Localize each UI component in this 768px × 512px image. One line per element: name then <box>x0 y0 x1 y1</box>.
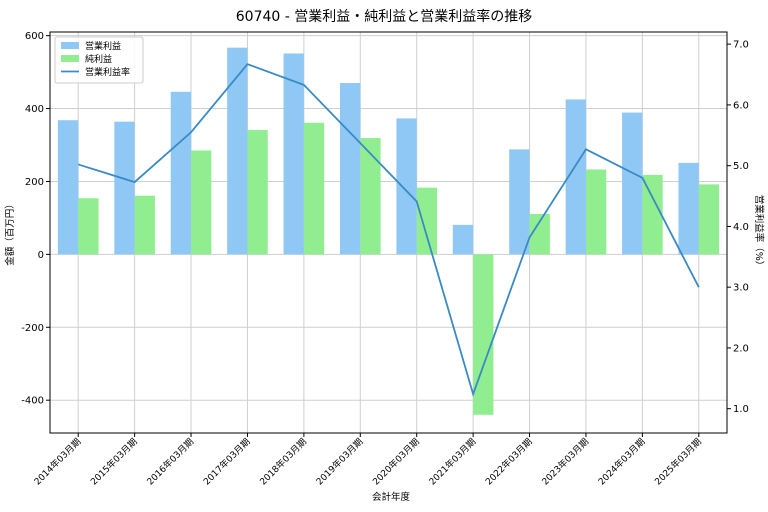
x-tick-label-10: 2024年03月期 <box>596 436 648 488</box>
bar-operating-profit-1 <box>114 121 135 255</box>
x-tick-label-11: 2025年03月期 <box>652 436 704 488</box>
y-tick-label-left-3: 200 <box>25 177 44 188</box>
x-tick-label-6: 2020年03月期 <box>370 436 422 488</box>
bar-net-profit-1 <box>134 195 155 255</box>
y-tick-label-right-1: 2.0 <box>733 343 749 354</box>
bar-operating-profit-2 <box>170 91 192 255</box>
y-axis-left: -400 -200 0 200 400 600 <box>21 31 50 407</box>
y-tick-label-right-5: 6.0 <box>733 100 749 111</box>
legend-label-1: 純利益 <box>85 53 112 65</box>
legend-label-0: 営業利益 <box>85 40 121 52</box>
line-operating-margin <box>77 63 700 398</box>
bar-net-profit-9 <box>585 169 607 255</box>
x-tick-label-0: 2014年03月期 <box>31 436 83 488</box>
bar-operating-profit-11 <box>678 162 699 255</box>
bars <box>57 47 720 415</box>
y-tick-label-right-6: 7.0 <box>733 40 749 51</box>
bar-net-profit-5 <box>360 138 381 255</box>
bar-net-profit-4 <box>303 122 325 255</box>
y-tick-label-right-4: 5.0 <box>733 161 749 172</box>
x-tick-label-5: 2019年03月期 <box>314 436 366 488</box>
x-tick-label-4: 2018年03月期 <box>257 436 309 488</box>
y-axis-right: 1.0 2.0 3.0 4.0 5.0 6.0 7.0 <box>727 40 749 415</box>
bar-operating-profit-5 <box>339 83 361 255</box>
legend-label-2: 営業利益率 <box>85 66 130 78</box>
bar-operating-profit-6 <box>396 118 417 255</box>
x-tick-label-1: 2015年03月期 <box>88 436 140 488</box>
bar-net-profit-6 <box>416 187 438 255</box>
y-tick-label-right-0: 1.0 <box>733 404 749 415</box>
y-tick-label-left-2: 0 <box>38 250 44 261</box>
y-tick-label-left-0: -400 <box>21 396 44 407</box>
bar-net-profit-0 <box>78 198 99 255</box>
bar-net-profit-3 <box>247 130 268 255</box>
y-tick-label-right-3: 4.0 <box>733 222 749 233</box>
bar-operating-profit-8 <box>509 149 530 255</box>
line-series <box>77 63 700 398</box>
x-axis-label: 会計年度 <box>372 491 411 503</box>
y-tick-label-left-4: 400 <box>25 104 44 115</box>
y-tick-label-left-1: -200 <box>21 323 44 334</box>
legend-swatch-1 <box>61 55 79 62</box>
y-tick-label-left-5: 600 <box>25 31 44 42</box>
bar-net-profit-2 <box>191 150 212 255</box>
bar-operating-profit-4 <box>283 53 304 255</box>
bar-net-profit-8 <box>529 213 550 255</box>
bar-operating-profit-9 <box>565 99 586 255</box>
bar-net-profit-7 <box>473 254 494 415</box>
x-tick-label-9: 2023年03月期 <box>539 436 591 488</box>
plot-frame <box>49 31 728 434</box>
bar-operating-profit-0 <box>57 120 79 255</box>
x-tick-label-7: 2021年03月期 <box>426 436 478 488</box>
x-axis: 2014年03月期 2015年03月期 2016年03月期 2017年03月期 2018… <box>31 433 704 488</box>
x-tick-label-8: 2022年03月期 <box>483 436 535 488</box>
bar-operating-profit-7 <box>452 224 474 255</box>
legend-swatch-0 <box>61 42 79 49</box>
chart-title: 60740 - 営業利益・純利益と営業利益率の推移 <box>236 8 533 25</box>
bar-operating-profit-3 <box>227 47 248 255</box>
y-axis-label-left: 金額（百万円） <box>4 199 16 266</box>
y-tick-label-right-2: 3.0 <box>733 283 749 294</box>
bar-operating-profit-10 <box>622 112 643 255</box>
x-tick-label-2: 2016年03月期 <box>144 436 196 488</box>
x-tick-label-3: 2017年03月期 <box>201 436 253 488</box>
y-axis-label-right: 営業利益率（%） <box>753 195 765 271</box>
bar-net-profit-10 <box>642 174 663 255</box>
bar-net-profit-11 <box>698 184 720 255</box>
